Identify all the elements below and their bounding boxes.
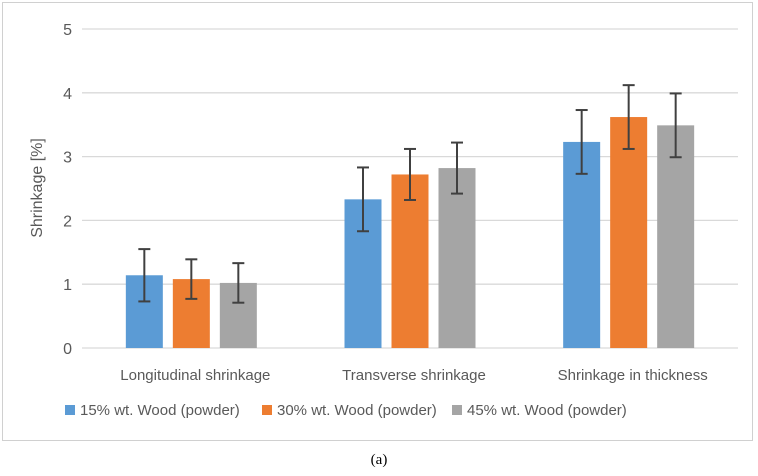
x-tick-label: Transverse shrinkage [342, 367, 486, 384]
y-tick-label: 1 [63, 277, 72, 294]
legend-label: 30% wt. Wood (powder) [277, 402, 437, 419]
bar-chart: 0 1 2 3 4 5 Longitudinal shrinkage Transverse s… [2, 2, 753, 441]
bar [657, 125, 695, 348]
legend-swatch [452, 405, 462, 415]
y-tick-label: 2 [63, 213, 72, 230]
bar [438, 168, 476, 348]
y-axis-label: Shrinkage [%] [29, 138, 46, 238]
legend-swatch [262, 405, 272, 415]
legend-swatch [65, 405, 75, 415]
y-tick-label: 0 [63, 341, 72, 358]
y-tick-label: 3 [63, 150, 72, 167]
y-tick-label: 4 [63, 86, 72, 103]
legend-label: 45% wt. Wood (powder) [467, 402, 627, 419]
figure-caption: (a) [370, 452, 388, 468]
bar [610, 117, 648, 348]
legend-label: 15% wt. Wood (powder) [80, 402, 240, 419]
x-tick-label: Shrinkage in thickness [558, 367, 708, 384]
x-tick-label: Longitudinal shrinkage [120, 367, 270, 384]
bar [391, 174, 429, 348]
bar [563, 141, 601, 348]
y-tick-label: 5 [63, 22, 72, 39]
